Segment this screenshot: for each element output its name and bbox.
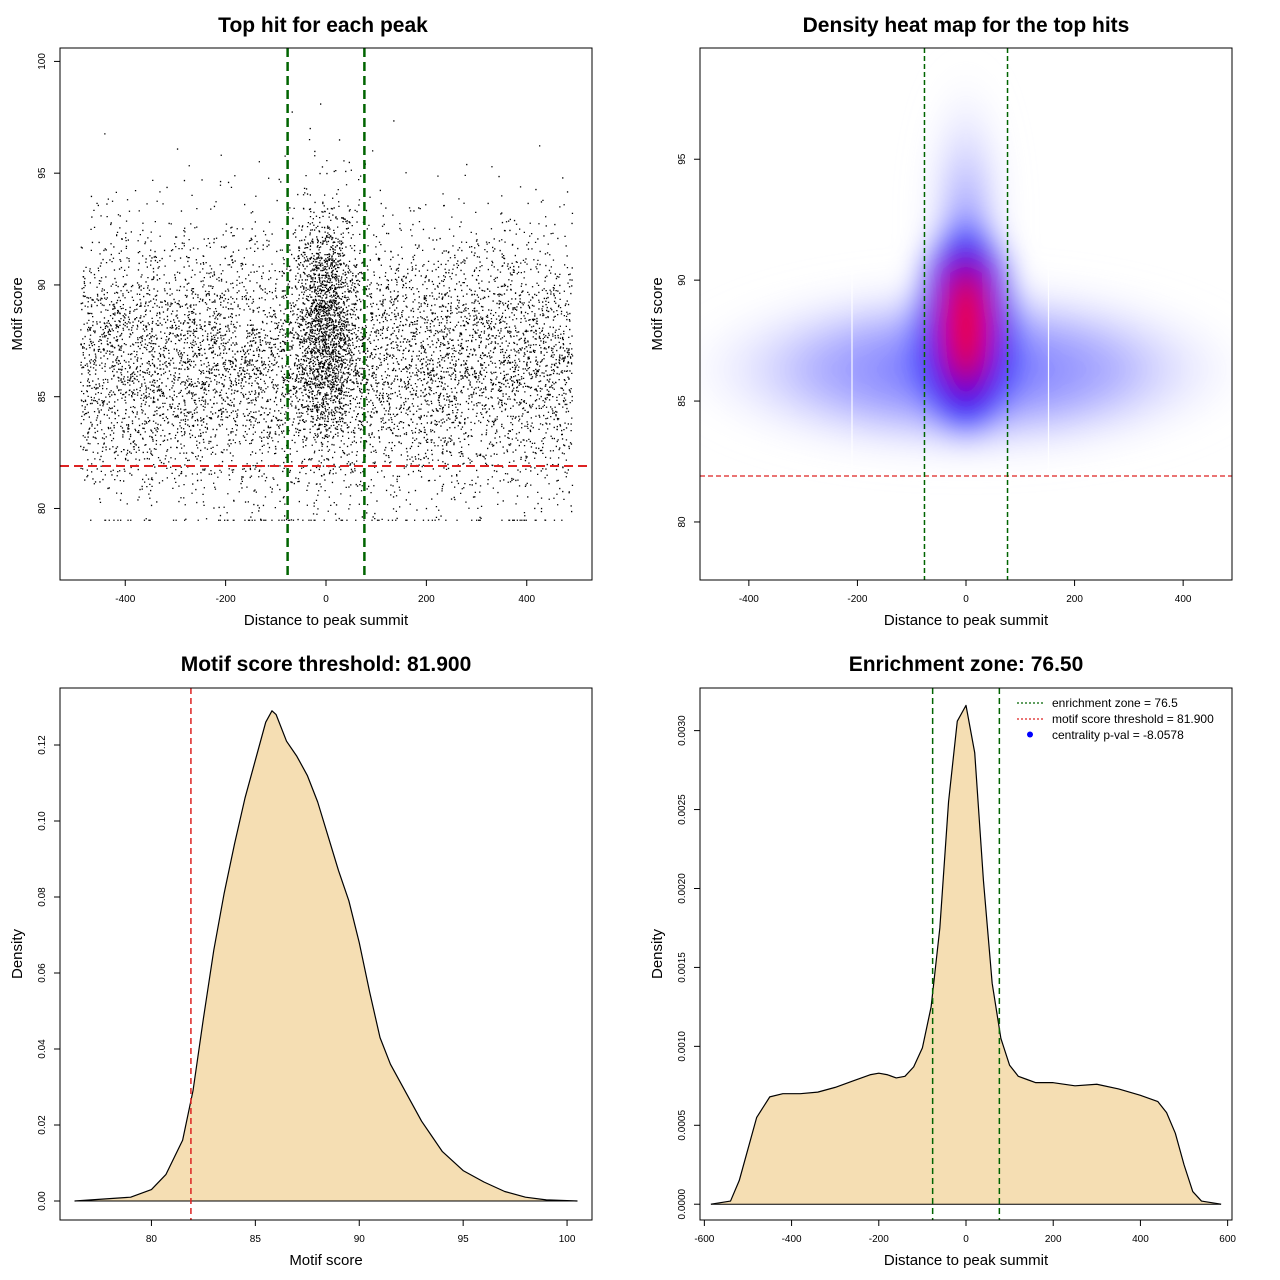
- score-density-panel: Motif score threshold: 81.900 80 85 90 95 10…: [9, 653, 593, 1269]
- y-tick-label: 0.0030: [677, 715, 688, 746]
- scatter-y-axis: 80 85 90 95 100: [37, 53, 61, 514]
- legend: enrichment zone = 76.5 motif score thres…: [1017, 696, 1214, 742]
- heatmap-y-axis: 80 85 90 95: [677, 153, 701, 528]
- density-curve: [710, 704, 1222, 1205]
- x-tick-label: 0: [323, 594, 329, 605]
- x-tick-label: -400: [782, 1234, 802, 1245]
- scatter-x-axis: -400 -200 0 200 400: [115, 579, 536, 605]
- x-tick-label: -400: [115, 594, 135, 605]
- distance-density-x-axis: -600 -400 -200 0 200 400 600: [694, 1219, 1236, 1245]
- y-tick-label: 95: [677, 153, 688, 165]
- heatmap-density: [700, 48, 1232, 580]
- y-tick-label: 0.10: [37, 811, 48, 831]
- heatmap-panel: Density heat map for the top hits -400 -2…: [649, 14, 1233, 629]
- score-density-title: Motif score threshold: 81.900: [181, 653, 472, 676]
- y-tick-label: 0.0015: [677, 952, 688, 983]
- scatter-title: Top hit for each peak: [218, 14, 428, 37]
- y-tick-label: 95: [37, 167, 48, 179]
- y-tick-label: 0.12: [37, 735, 48, 755]
- y-tick-label: 0.0010: [677, 1031, 688, 1062]
- heatmap-x-label: Distance to peak summit: [884, 612, 1049, 629]
- heatmap-x-axis: -400 -200 0 200 400: [739, 579, 1192, 605]
- y-tick-label: 90: [37, 279, 48, 291]
- distance-density-y-axis: 0.0000 0.0005 0.0010 0.0015 0.0020 0.0025 0.00…: [677, 715, 701, 1220]
- distance-density-area: [710, 688, 1222, 1220]
- y-tick-label: 0.06: [37, 963, 48, 983]
- x-tick-label: 85: [250, 1234, 262, 1245]
- x-tick-label: 600: [1219, 1234, 1236, 1245]
- x-tick-label: -200: [847, 594, 867, 605]
- legend-threshold-label: motif score threshold = 81.900: [1052, 712, 1214, 726]
- distance-density-title: Enrichment zone: 76.50: [849, 653, 1084, 676]
- x-tick-label: 200: [418, 594, 435, 605]
- y-tick-label: 0.0000: [677, 1188, 688, 1219]
- legend-pval-point: [1027, 731, 1033, 738]
- y-tick-label: 80: [677, 516, 688, 528]
- distance-density-x-label: Distance to peak summit: [884, 1252, 1049, 1269]
- density-curve: [74, 710, 578, 1202]
- y-tick-label: 85: [37, 391, 48, 403]
- x-tick-label: 100: [559, 1234, 576, 1245]
- x-tick-label: 0: [963, 594, 969, 605]
- scatter-points: [80, 103, 574, 521]
- heatmap-title: Density heat map for the top hits: [803, 14, 1130, 37]
- scatter-panel: Top hit for each peak -400 -200 0 200 400 80…: [9, 14, 593, 629]
- density-fill: [710, 705, 1222, 1205]
- score-density-y-label: Density: [9, 928, 26, 979]
- y-tick-label: 0.0020: [677, 873, 688, 904]
- y-tick-label: 100: [37, 53, 48, 70]
- score-density-x-axis: 80 85 90 95 100: [146, 1219, 576, 1245]
- x-tick-label: -200: [216, 594, 236, 605]
- scatter-reference-lines: [60, 48, 592, 580]
- distance-density-y-label: Density: [649, 928, 666, 979]
- x-tick-label: 0: [963, 1234, 969, 1245]
- x-tick-label: 200: [1045, 1234, 1062, 1245]
- x-tick-label: -200: [869, 1234, 889, 1245]
- x-tick-label: 400: [518, 594, 535, 605]
- scatter-x-label: Distance to peak summit: [244, 612, 409, 629]
- legend-pval-label: centrality p-val = -8.0578: [1052, 728, 1184, 742]
- score-density-area: [74, 688, 578, 1220]
- distance-density-panel: Enrichment zone: 76.50 -600 -400 -200 0 200 4…: [649, 653, 1236, 1269]
- x-tick-label: 400: [1132, 1234, 1149, 1245]
- y-tick-label: 0.00: [37, 1191, 48, 1211]
- heatmap-reference-lines: [700, 48, 1232, 580]
- x-tick-label: 400: [1175, 594, 1192, 605]
- score-density-y-axis: 0.00 0.02 0.04 0.06 0.08 0.10 0.12: [37, 735, 61, 1211]
- score-density-x-label: Motif score: [289, 1252, 362, 1269]
- x-tick-label: 95: [458, 1234, 470, 1245]
- x-tick-label: 200: [1066, 594, 1083, 605]
- y-tick-label: 80: [37, 502, 48, 514]
- y-tick-label: 0.0005: [677, 1110, 688, 1141]
- y-tick-label: 0.0025: [677, 794, 688, 825]
- x-tick-label: 80: [146, 1234, 158, 1245]
- y-tick-label: 0.02: [37, 1115, 48, 1135]
- x-tick-label: -400: [739, 594, 759, 605]
- density-fill: [74, 710, 578, 1201]
- heatmap-y-label: Motif score: [649, 277, 666, 350]
- scatter-y-label: Motif score: [9, 277, 26, 350]
- y-tick-label: 90: [677, 274, 688, 286]
- x-tick-label: 90: [354, 1234, 366, 1245]
- x-tick-label: -600: [694, 1234, 714, 1245]
- scatter-point-cloud: [80, 103, 574, 521]
- y-tick-label: 0.08: [37, 887, 48, 907]
- y-tick-label: 85: [677, 395, 688, 407]
- y-tick-label: 0.04: [37, 1039, 48, 1059]
- legend-zone-label: enrichment zone = 76.5: [1052, 696, 1178, 710]
